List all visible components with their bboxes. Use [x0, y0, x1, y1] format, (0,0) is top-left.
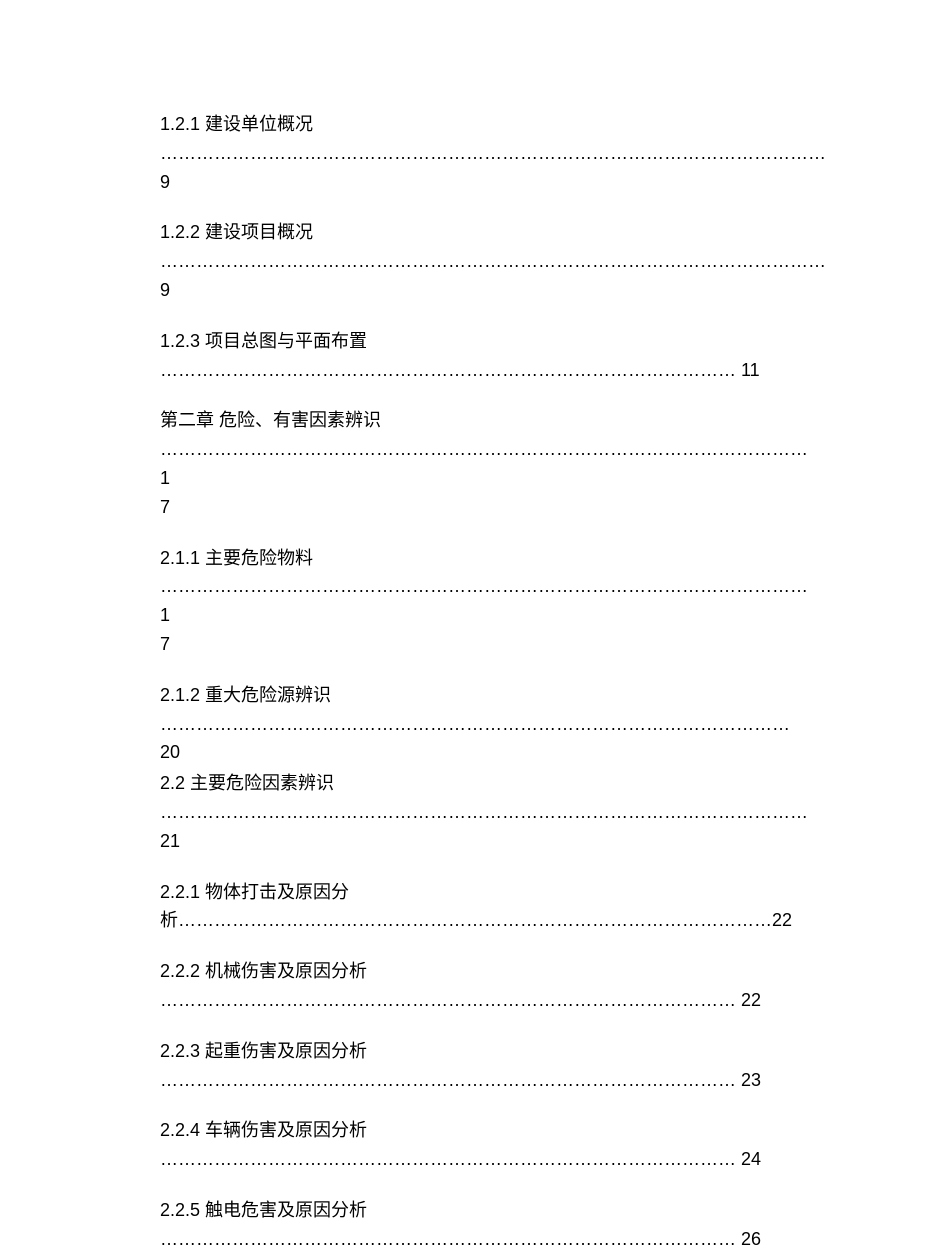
- toc-entry: 2.2.2 机械伤害及原因分析 ……………………………………………………………………: [160, 957, 800, 1015]
- toc-title: 第二章 危险、有害因素辨识: [160, 410, 381, 430]
- toc-leader: ………………………………………………………………………………………………: [160, 802, 808, 822]
- toc-leader-line: …………………………………………………………………………………… 24: [160, 1145, 800, 1174]
- toc-title: 2.1.1 主要危险物料: [160, 548, 313, 568]
- toc-leader-line: …………………………………………………………………………………… 22: [160, 986, 800, 1015]
- toc-leader: …………………………………………………………………………………………………: [160, 143, 826, 163]
- toc-page: 7: [160, 493, 800, 522]
- toc-title: 1.2.1 建设单位概况: [160, 114, 313, 134]
- toc-page: 7: [160, 630, 800, 659]
- toc-entry: 1.2.2 建设项目概况 ……………………………………………………………………………: [160, 218, 800, 304]
- toc-page: 9: [160, 276, 800, 305]
- toc-page: 9: [160, 168, 800, 197]
- toc-entry: 2.2.5 触电危害及原因分析 ……………………………………………………………………: [160, 1196, 800, 1254]
- toc-title: 1.2.2 建设项目概况: [160, 222, 313, 242]
- toc-title: 2.2 主要危险因素辨识: [160, 773, 334, 793]
- toc-entry: 第二章 危险、有害因素辨识 …………………………………………………………………………: [160, 406, 800, 521]
- toc-title: 2.2.4 车辆伤害及原因分析: [160, 1120, 367, 1140]
- toc-entry: 2.2.1 物体打击及原因分析……………………………………………………………………: [160, 878, 800, 936]
- toc-page: 11: [736, 360, 760, 380]
- toc-leader-line: ………………………………………………………………………………………………1: [160, 435, 800, 493]
- toc-page: 26: [736, 1229, 761, 1249]
- toc-leader-line: …………………………………………………………………………………… 26: [160, 1225, 800, 1254]
- toc-page: 22: [772, 910, 792, 930]
- toc-leader: ……………………………………………………………………………………: [160, 1149, 736, 1169]
- toc-leader: ………………………………………………………………………………………………1: [160, 439, 808, 488]
- toc-title: 2.2.1 物体打击及原因分: [160, 882, 349, 902]
- toc-leader: ………………………………………………………………………………………: [178, 910, 772, 930]
- toc-leader: …………………………………………………………………………………………………: [160, 251, 826, 271]
- toc-page: 24: [736, 1149, 761, 1169]
- toc-leader-line: …………………………………………………………………………………………………: [160, 139, 800, 168]
- toc-page: 23: [736, 1070, 761, 1090]
- toc-leader-line: 析………………………………………………………………………………………22: [160, 906, 800, 935]
- toc-leader-line: ………………………………………………………………………………………………: [160, 798, 800, 827]
- toc-entry: 2.2.4 车辆伤害及原因分析 ……………………………………………………………………: [160, 1116, 800, 1174]
- toc-title: 1.2.3 项目总图与平面布置: [160, 331, 367, 351]
- toc-title: 2.2.2 机械伤害及原因分析: [160, 961, 367, 981]
- toc-leader: ……………………………………………………………………………………: [160, 360, 736, 380]
- toc-page: 22: [736, 990, 761, 1010]
- toc-leader: ……………………………………………………………………………………: [160, 1229, 736, 1249]
- toc-leader-line: ………………………………………………………………………………………………1: [160, 572, 800, 630]
- toc-title: 2.2.5 触电危害及原因分析: [160, 1200, 367, 1220]
- toc-leader-line: …………………………………………………………………………………… 23: [160, 1066, 800, 1095]
- toc-leader: ……………………………………………………………………………………………: [160, 714, 790, 734]
- toc-leader: ……………………………………………………………………………………: [160, 990, 736, 1010]
- toc-leader: ………………………………………………………………………………………………1: [160, 576, 808, 625]
- toc-entry: 2.2.3 起重伤害及原因分析 ……………………………………………………………………: [160, 1037, 800, 1095]
- toc-leader-line: …………………………………………………………………………………………………: [160, 247, 800, 276]
- toc-leader-line: …………………………………………………………………………………… 11: [160, 356, 800, 385]
- toc-entry: 1.2.1 建设单位概况 ……………………………………………………………………………: [160, 110, 800, 196]
- toc-entry: 1.2.3 项目总图与平面布置 ……………………………………………………………………: [160, 327, 800, 385]
- toc-title: 2.1.2 重大危险源辨识: [160, 685, 331, 705]
- toc-container: 1.2.1 建设单位概况 ……………………………………………………………………………: [160, 110, 800, 1254]
- toc-entry: 2.1.2 重大危险源辨识 …………………………………………………………………………: [160, 681, 800, 767]
- toc-title-cont: 析: [160, 910, 178, 930]
- toc-page: 21: [160, 827, 800, 856]
- toc-leader: ……………………………………………………………………………………: [160, 1070, 736, 1090]
- toc-entry: 2.1.1 主要危险物料 ……………………………………………………………………………: [160, 544, 800, 659]
- toc-entry: 2.2 主要危险因素辨识 ……………………………………………………………………………: [160, 769, 800, 855]
- toc-page: 20: [160, 742, 180, 762]
- toc-leader-line: …………………………………………………………………………………………… 20: [160, 710, 800, 768]
- toc-title: 2.2.3 起重伤害及原因分析: [160, 1041, 367, 1061]
